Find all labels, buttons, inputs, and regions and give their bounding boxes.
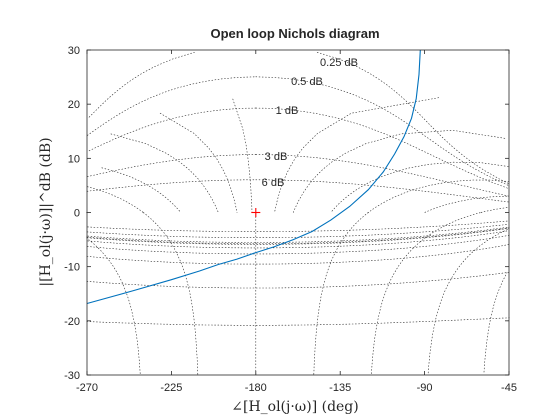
grid-magnitude-contour: [87, 226, 510, 243]
grid-magnitude-contour: [88, 51, 195, 118]
grid-phase-contour: [274, 97, 440, 213]
grid-phase-contour: [330, 161, 509, 213]
grid-phase-contour: [101, 167, 182, 213]
grid-magnitude-contour: [87, 154, 257, 177]
grid-phase-contour: [424, 195, 508, 213]
grid-phase-contour: [232, 98, 253, 213]
magnitude-contour-label: 6 dB: [262, 177, 285, 189]
x-axis-label: ∠[H_ol(j·ω)] (deg): [231, 399, 358, 415]
tick-layer: -270 -225 -180 -135 -90 -45 -30 -20 -10 0 10 20 30: [64, 45, 517, 394]
grid-phase-contour: [313, 212, 369, 375]
grid-magnitude-contour: [316, 51, 510, 185]
x-tick-label: -225: [160, 382, 182, 394]
grid-phase-contour: [86, 238, 141, 374]
magnitude-contour-label: 0.5 dB: [291, 76, 323, 88]
y-tick-label: 0: [74, 208, 80, 220]
grid-magnitude-contour: [86, 234, 510, 255]
grid-magnitude-contour: [86, 227, 510, 245]
grid-phase-contour: [480, 207, 508, 213]
series-line: [86, 49, 421, 305]
grid-phase-contour: [371, 212, 482, 374]
grid-magnitude-contour: [87, 220, 509, 232]
y-tick-label: 30: [68, 45, 80, 57]
y-tick-label: 20: [68, 99, 80, 111]
y-tick-label: -30: [64, 370, 80, 382]
grid-magnitude-contour: [87, 76, 257, 136]
x-tick-label: -90: [417, 382, 433, 394]
x-tick-label: -270: [76, 382, 98, 394]
y-axis-label: |[H_ol(j·ω)]|^dB (dB): [38, 137, 54, 286]
x-tick-label: -180: [245, 382, 267, 394]
grid-magnitude-contour: [86, 244, 510, 265]
grid-magnitude-contour: [255, 76, 509, 186]
grid-magnitude-contour: [87, 228, 510, 245]
chart-title: Open loop Nichols diagram: [210, 26, 379, 41]
x-tick-label: -45: [501, 382, 517, 394]
curve-layer: [86, 49, 421, 305]
grid-phase-contour: [110, 133, 219, 213]
y-tick-label: -20: [64, 316, 80, 328]
critical-point-marker: [251, 208, 261, 217]
grid-phase-contour: [87, 186, 144, 213]
grid-phase-contour: [483, 272, 508, 373]
grid-magnitude-contour: [255, 154, 510, 197]
magnitude-contour-label: 3 dB: [265, 151, 288, 163]
grid-magnitude-contour: [86, 317, 510, 326]
grid-magnitude-contour: [86, 224, 509, 238]
grid-magnitude-contour: [255, 107, 510, 189]
x-tick-label: -135: [329, 382, 351, 394]
y-tick-label: -10: [64, 262, 80, 274]
grid-phase-contour: [143, 212, 199, 375]
nichols-grid: 0.25 dB 0.5 dB 1 dB 3 dB 6 dB: [86, 51, 510, 375]
grid-magnitude-contour: [86, 179, 257, 192]
grid-magnitude-contour: [255, 179, 509, 203]
grid-phase-contour: [427, 228, 510, 374]
grid-magnitude-contour: [86, 272, 510, 289]
magnitude-contour-label: 0.25 dB: [320, 57, 358, 69]
y-tick-label: 10: [68, 153, 80, 165]
magnitude-contour-label: 1 dB: [276, 105, 299, 117]
grid-magnitude-contour: [88, 107, 257, 152]
grid-magnitude-contour: [87, 230, 509, 249]
grid-phase-contour: [292, 129, 506, 213]
